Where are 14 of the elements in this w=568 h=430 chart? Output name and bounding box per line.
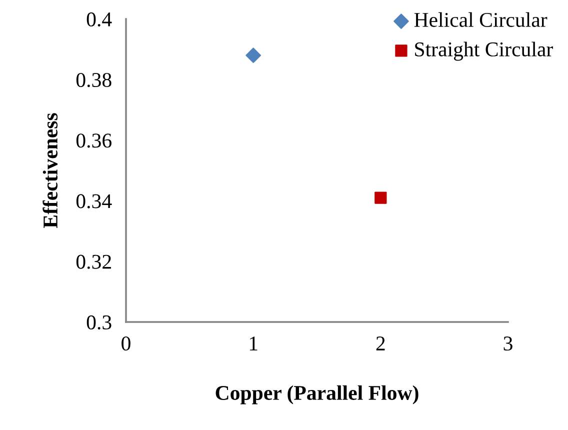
y-tick-label: 0.32 <box>76 254 111 269</box>
y-tick-label: 0.4 <box>86 12 112 27</box>
legend-label: Helical Circular <box>414 12 548 27</box>
y-tick-label: 0.38 <box>76 72 112 88</box>
x-tick-label: 3 <box>504 336 512 351</box>
x-tick-label: 1 <box>250 336 258 350</box>
x-tick-label: 0 <box>122 336 130 351</box>
legend-label: Straight Circular <box>415 42 553 61</box>
x-tick-label: 2 <box>376 336 385 350</box>
y-tick-label: 0.36 <box>76 134 112 148</box>
y-tick-label: 0.3 <box>86 315 112 330</box>
y-tick-label: 0.34 <box>76 194 112 208</box>
x-axis-title: Copper (Parallel Flow) <box>216 385 418 404</box>
y-axis-title: Effectiveness <box>42 113 58 228</box>
